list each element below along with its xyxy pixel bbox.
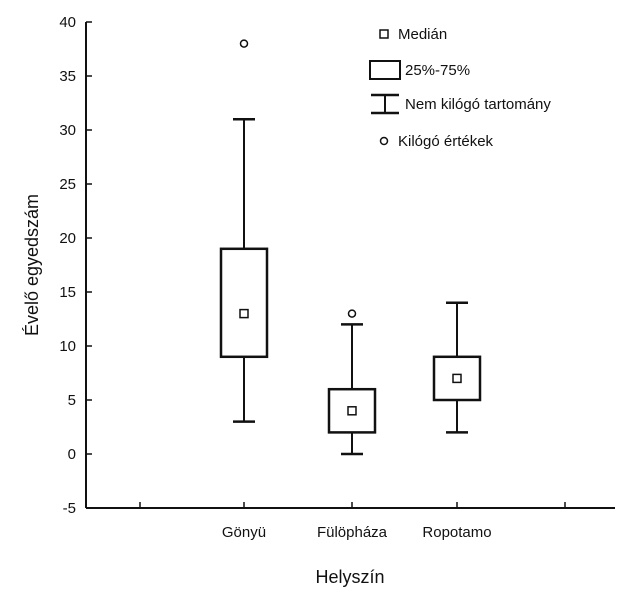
legend-label: Medián <box>398 26 447 43</box>
y-tick-label: 20 <box>59 230 76 247</box>
box-group <box>432 301 482 434</box>
legend-outlier-symbol <box>379 136 389 146</box>
y-tick-label: 25 <box>59 176 76 193</box>
x-tick-label: Fülöpháza <box>317 524 388 541</box>
x-axis-title: Helyszín <box>315 567 384 587</box>
y-tick-label: 15 <box>59 284 76 301</box>
y-axis-title: Évelő egyedszám <box>22 194 42 336</box>
boxes <box>219 39 482 456</box>
legend-entry: Kilógó értékek <box>379 133 494 150</box>
box-group <box>219 39 269 423</box>
x-tick-label: Ropotamo <box>422 524 491 541</box>
box-group <box>327 309 377 456</box>
y-tick-label: 30 <box>59 122 76 139</box>
x-tick-label: Gönyü <box>222 524 266 541</box>
legend-median-symbol <box>379 29 389 39</box>
y-tick-label: -5 <box>63 500 76 517</box>
legend-entry: Nem kilógó tartomány <box>371 93 551 115</box>
median-marker <box>239 308 249 319</box>
y-tick-label: 35 <box>59 68 76 85</box>
legend-box-symbol <box>369 60 401 80</box>
legend-label: 25%-75% <box>405 62 470 79</box>
y-tick-label: 5 <box>68 392 76 409</box>
y-tick-label: 0 <box>68 446 76 463</box>
median-marker <box>347 406 357 416</box>
iqr-box <box>219 247 269 359</box>
median-marker <box>452 373 462 384</box>
legend-entry: 25%-75% <box>369 60 470 80</box>
legend: Medián 25%-75% Nem kilógó tartomány Kilógó … <box>369 26 551 150</box>
outlier-point <box>347 309 357 318</box>
legend-label: Kilógó értékek <box>398 133 494 150</box>
legend-label: Nem kilógó tartomány <box>405 96 551 113</box>
y-tick-label: 40 <box>59 14 76 31</box>
outlier-point <box>239 39 249 48</box>
axes: -5 0 5 10 15 20 25 30 35 40 Gönyü Fülöpháza Ropotamo <box>59 14 615 541</box>
legend-entry: Medián <box>379 26 447 43</box>
y-tick-label: 10 <box>59 338 76 355</box>
